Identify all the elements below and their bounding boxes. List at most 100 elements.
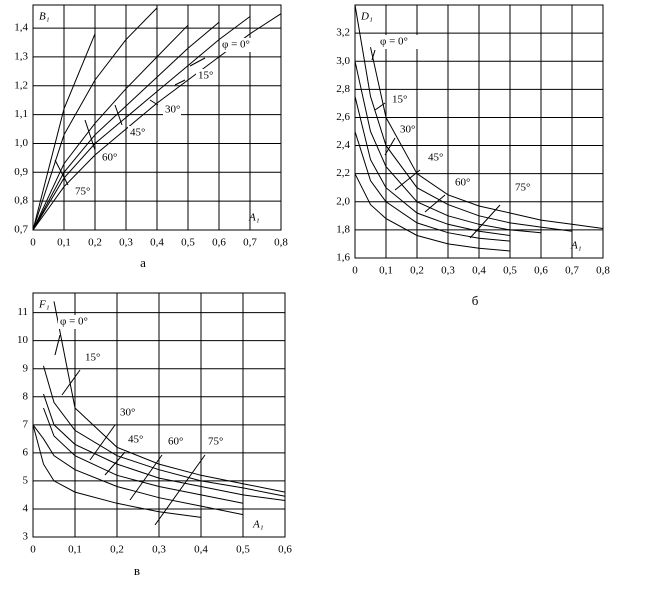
curve (354, 61, 542, 234)
curve (43, 393, 286, 501)
y-tick-label: 3 (23, 531, 29, 543)
curve-label: 75° (208, 436, 223, 448)
label-bg (118, 406, 136, 420)
curve (354, 131, 511, 242)
y-tick-label: 1,4 (14, 22, 28, 34)
curve (32, 16, 251, 231)
x-axis-label: A₁ (570, 240, 582, 252)
curve (53, 301, 286, 493)
curve (354, 173, 511, 252)
leader-line (154, 454, 206, 526)
x-tick-label: 0,2 (88, 237, 102, 249)
x-tick-label: 0,3 (441, 265, 455, 277)
curve-label: 60° (168, 436, 183, 448)
label-bg (453, 176, 471, 190)
leader-line (84, 119, 96, 151)
y-tick-label: 0,7 (14, 224, 28, 236)
x-tick-label: 0,1 (379, 265, 393, 277)
label-bg (196, 69, 214, 83)
label-bg (166, 435, 184, 449)
y-tick-label: 1,1 (14, 108, 28, 120)
x-tick-label: 0,4 (150, 237, 164, 249)
y-tick-label: 5 (23, 474, 29, 486)
x-tick-label: 0,7 (565, 265, 579, 277)
y-tick-label: 1,8 (336, 223, 350, 235)
curve-label: 15° (392, 94, 407, 106)
y-tick-label: 3,2 (336, 27, 350, 39)
panel-label: а (140, 255, 146, 270)
y-tick-label: 1,3 (14, 50, 28, 62)
x-tick-label: 0,4 (472, 265, 486, 277)
leader-line (469, 204, 501, 239)
y-axis-label: D₁ (360, 11, 373, 23)
x-tick-label: 0,7 (243, 237, 257, 249)
leader-line (54, 334, 61, 356)
y-axis-label: F₁ (38, 299, 50, 311)
label-bg (390, 93, 408, 107)
leader-line (384, 137, 396, 156)
curve (32, 424, 202, 518)
curve-label: 75° (75, 186, 90, 198)
leader-line (374, 102, 386, 111)
y-tick-label: 3,0 (336, 55, 350, 67)
x-tick-label: 0,6 (534, 265, 548, 277)
curve (32, 424, 244, 516)
label-bg (378, 35, 418, 49)
y-axis-label: B₁ (39, 11, 50, 23)
curve-label: 60° (102, 152, 117, 164)
y-tick-label: 8 (23, 390, 29, 402)
curve-label: 75° (515, 182, 530, 194)
curve-label: φ = 0° (60, 316, 88, 328)
label-bg (513, 181, 531, 195)
curve-label: 45° (128, 434, 143, 446)
x-tick-label: 0 (30, 544, 36, 556)
x-tick-label: 0,5 (503, 265, 517, 277)
y-tick-label: 10 (17, 334, 29, 346)
label-bg (220, 38, 260, 52)
x-tick-label: 0 (30, 237, 36, 249)
x-tick-label: 0,6 (212, 237, 226, 249)
y-tick-label: 2,2 (336, 167, 350, 179)
label-bg (126, 433, 144, 447)
leader-line (424, 194, 446, 213)
curve-label: φ = 0° (222, 39, 250, 51)
y-tick-label: 9 (23, 362, 29, 374)
x-tick-label: 0,1 (68, 544, 82, 556)
y-tick-label: 6 (23, 446, 29, 458)
label-bg (100, 151, 118, 165)
label-bg (73, 185, 91, 199)
x-tick-label: 0,1 (57, 237, 71, 249)
label-bg (128, 126, 146, 140)
x-tick-label: 0,3 (152, 544, 166, 556)
leader-line (54, 159, 69, 186)
x-tick-label: 0,6 (278, 544, 292, 556)
label-bg (426, 151, 444, 165)
x-axis-label: A₁ (248, 212, 260, 224)
curve (32, 7, 158, 231)
x-tick-label: 0,4 (194, 544, 208, 556)
curve-label: 30° (120, 407, 135, 419)
label-bg (163, 103, 181, 117)
y-tick-label: 0,9 (14, 166, 28, 178)
x-tick-label: 0,2 (110, 544, 124, 556)
y-tick-label: 2,8 (336, 83, 350, 95)
x-tick-label: 0 (352, 265, 358, 277)
curve (370, 47, 604, 229)
x-tick-label: 0,3 (119, 237, 133, 249)
curve-label: 45° (130, 127, 145, 139)
curve-label: 30° (165, 104, 180, 116)
curve (354, 96, 511, 236)
curve-label: φ = 0° (380, 36, 408, 48)
leader-line (104, 451, 126, 476)
leader-line (129, 454, 163, 501)
curve-label: 30° (400, 124, 415, 136)
label-bg (206, 435, 224, 449)
leader-line (89, 424, 116, 461)
leader-line (189, 57, 206, 67)
y-tick-label: 11 (17, 306, 28, 318)
curve-label: 60° (455, 177, 470, 189)
x-tick-label: 0,2 (410, 265, 424, 277)
curve-label: 45° (428, 152, 443, 164)
y-tick-label: 1,0 (14, 137, 28, 149)
panel-label: б (472, 293, 479, 308)
